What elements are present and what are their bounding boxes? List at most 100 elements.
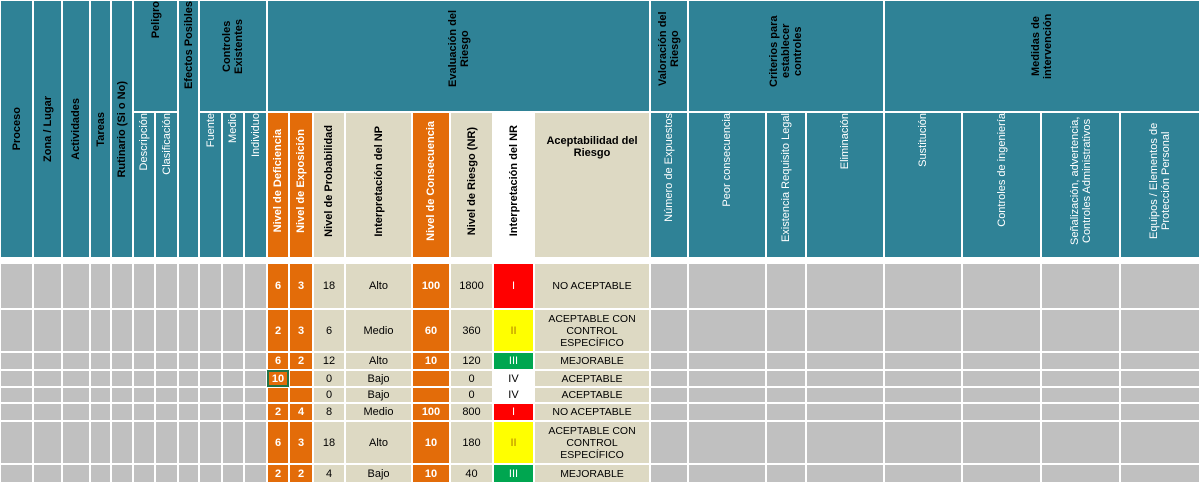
- empty-cell[interactable]: [1120, 387, 1200, 403]
- empty-cell[interactable]: [155, 421, 178, 464]
- empty-cell[interactable]: [90, 352, 111, 370]
- cell-nr[interactable]: 1800: [450, 263, 493, 309]
- empty-cell[interactable]: [62, 263, 90, 309]
- cell-nd[interactable]: 2: [267, 309, 289, 352]
- empty-cell[interactable]: [766, 403, 806, 421]
- empty-cell[interactable]: [1041, 263, 1120, 309]
- empty-cell[interactable]: [244, 403, 267, 421]
- empty-cell[interactable]: [222, 403, 244, 421]
- cell-int-nr[interactable]: I: [493, 403, 534, 421]
- empty-cell[interactable]: [1120, 464, 1200, 483]
- cell-ne[interactable]: 4: [289, 403, 313, 421]
- cell-aceptabilidad[interactable]: NO ACEPTABLE: [534, 403, 650, 421]
- cell-nr[interactable]: 120: [450, 352, 493, 370]
- cell-nc[interactable]: 10: [412, 421, 450, 464]
- cell-int-np[interactable]: Bajo: [345, 370, 412, 387]
- empty-cell[interactable]: [806, 403, 884, 421]
- empty-cell[interactable]: [178, 464, 199, 483]
- cell-np[interactable]: 12: [313, 352, 345, 370]
- empty-cell[interactable]: [806, 309, 884, 352]
- cell-nc[interactable]: 10: [412, 352, 450, 370]
- cell-nr[interactable]: 0: [450, 370, 493, 387]
- empty-cell[interactable]: [62, 309, 90, 352]
- empty-cell[interactable]: [962, 352, 1041, 370]
- cell-np[interactable]: 6: [313, 309, 345, 352]
- empty-cell[interactable]: [0, 352, 33, 370]
- empty-cell[interactable]: [688, 352, 766, 370]
- cell-ne[interactable]: [289, 387, 313, 403]
- empty-cell[interactable]: [178, 352, 199, 370]
- empty-cell[interactable]: [155, 309, 178, 352]
- empty-cell[interactable]: [90, 387, 111, 403]
- empty-cell[interactable]: [178, 370, 199, 387]
- empty-cell[interactable]: [155, 387, 178, 403]
- empty-cell[interactable]: [1120, 370, 1200, 387]
- empty-cell[interactable]: [33, 352, 62, 370]
- empty-cell[interactable]: [111, 421, 133, 464]
- cell-int-np[interactable]: Alto: [345, 352, 412, 370]
- empty-cell[interactable]: [650, 403, 688, 421]
- cell-nc[interactable]: 10: [412, 464, 450, 483]
- empty-cell[interactable]: [199, 352, 222, 370]
- cell-int-np[interactable]: Bajo: [345, 464, 412, 483]
- empty-cell[interactable]: [1120, 263, 1200, 309]
- cell-int-np[interactable]: Medio: [345, 403, 412, 421]
- cell-nd[interactable]: 2: [267, 403, 289, 421]
- empty-cell[interactable]: [199, 464, 222, 483]
- cell-np[interactable]: 0: [313, 387, 345, 403]
- cell-np[interactable]: 0: [313, 370, 345, 387]
- empty-cell[interactable]: [688, 387, 766, 403]
- empty-cell[interactable]: [650, 464, 688, 483]
- cell-np[interactable]: 18: [313, 263, 345, 309]
- empty-cell[interactable]: [1041, 309, 1120, 352]
- empty-cell[interactable]: [1041, 370, 1120, 387]
- cell-np[interactable]: 4: [313, 464, 345, 483]
- empty-cell[interactable]: [0, 370, 33, 387]
- cell-nc[interactable]: [412, 370, 450, 387]
- cell-ne[interactable]: 2: [289, 352, 313, 370]
- empty-cell[interactable]: [90, 421, 111, 464]
- cell-ne[interactable]: 3: [289, 263, 313, 309]
- cell-nr[interactable]: 0: [450, 387, 493, 403]
- empty-cell[interactable]: [33, 421, 62, 464]
- empty-cell[interactable]: [155, 370, 178, 387]
- empty-cell[interactable]: [806, 387, 884, 403]
- cell-ne[interactable]: 3: [289, 421, 313, 464]
- empty-cell[interactable]: [766, 464, 806, 483]
- empty-cell[interactable]: [199, 387, 222, 403]
- empty-cell[interactable]: [884, 387, 962, 403]
- empty-cell[interactable]: [766, 421, 806, 464]
- empty-cell[interactable]: [222, 421, 244, 464]
- cell-nc[interactable]: 100: [412, 263, 450, 309]
- empty-cell[interactable]: [1041, 421, 1120, 464]
- empty-cell[interactable]: [155, 403, 178, 421]
- empty-cell[interactable]: [62, 387, 90, 403]
- empty-cell[interactable]: [90, 370, 111, 387]
- empty-cell[interactable]: [111, 352, 133, 370]
- empty-cell[interactable]: [1041, 352, 1120, 370]
- empty-cell[interactable]: [650, 387, 688, 403]
- cell-int-np[interactable]: Medio: [345, 309, 412, 352]
- empty-cell[interactable]: [133, 370, 155, 387]
- empty-cell[interactable]: [806, 352, 884, 370]
- empty-cell[interactable]: [1041, 387, 1120, 403]
- cell-aceptabilidad[interactable]: ACEPTABLE CON CONTROL ESPECÍFICO: [534, 421, 650, 464]
- empty-cell[interactable]: [62, 352, 90, 370]
- empty-cell[interactable]: [62, 403, 90, 421]
- cell-aceptabilidad[interactable]: MEJORABLE: [534, 352, 650, 370]
- empty-cell[interactable]: [244, 464, 267, 483]
- empty-cell[interactable]: [0, 387, 33, 403]
- empty-cell[interactable]: [688, 421, 766, 464]
- empty-cell[interactable]: [688, 263, 766, 309]
- empty-cell[interactable]: [133, 403, 155, 421]
- empty-cell[interactable]: [244, 352, 267, 370]
- empty-cell[interactable]: [90, 403, 111, 421]
- empty-cell[interactable]: [111, 464, 133, 483]
- empty-cell[interactable]: [133, 421, 155, 464]
- empty-cell[interactable]: [962, 421, 1041, 464]
- cell-nr[interactable]: 360: [450, 309, 493, 352]
- empty-cell[interactable]: [1120, 352, 1200, 370]
- empty-cell[interactable]: [650, 421, 688, 464]
- empty-cell[interactable]: [222, 370, 244, 387]
- empty-cell[interactable]: [111, 370, 133, 387]
